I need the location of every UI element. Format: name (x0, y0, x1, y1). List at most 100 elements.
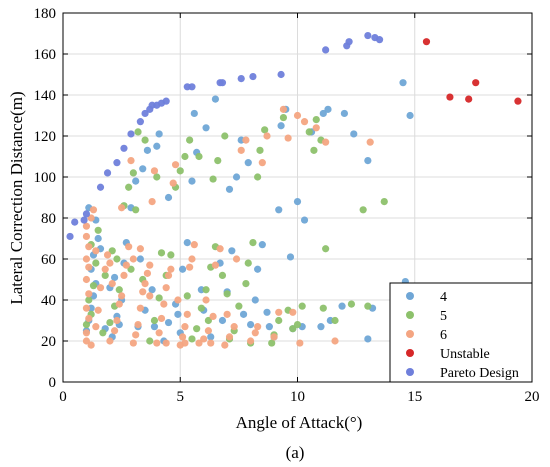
data-point (239, 310, 248, 318)
data-point (162, 97, 170, 105)
data-point (113, 159, 121, 167)
data-point (82, 275, 91, 284)
data-point (157, 249, 166, 257)
data-point (364, 157, 372, 165)
data-point (125, 183, 133, 191)
data-point (399, 79, 407, 87)
x-tick-label: 0 (59, 389, 67, 405)
data-point (82, 232, 91, 241)
data-point (247, 321, 255, 329)
y-tick-label: 60 (41, 252, 56, 268)
data-point (101, 265, 109, 273)
legend-label: 5 (440, 309, 447, 324)
data-point (153, 173, 161, 181)
data-point (183, 239, 191, 247)
data-point (96, 284, 105, 292)
data-point (223, 290, 231, 298)
data-point (232, 255, 241, 263)
data-point (340, 109, 348, 118)
data-point (169, 179, 177, 187)
data-point (350, 130, 358, 138)
y-tick-label: 40 (41, 293, 56, 309)
data-point (176, 167, 184, 175)
data-point (183, 292, 191, 300)
data-point (162, 339, 170, 347)
data-point (164, 193, 173, 202)
data-point (188, 335, 196, 343)
subfigure-label: (a) (286, 443, 305, 462)
data-point (143, 146, 152, 154)
x-axis-title: Angle of Attack(°) (236, 413, 363, 432)
y-tick-label: 120 (34, 129, 57, 145)
data-point (322, 138, 330, 146)
data-point (375, 36, 384, 44)
data-point (230, 323, 238, 331)
data-point (155, 329, 163, 337)
data-point (188, 255, 196, 263)
data-point (141, 136, 149, 144)
data-point (136, 245, 144, 253)
data-point (190, 241, 198, 249)
y-tick-label: 140 (34, 88, 57, 104)
data-point (319, 109, 327, 118)
data-point (364, 335, 372, 343)
data-point (209, 312, 217, 320)
legend-marker (406, 292, 414, 300)
data-point (155, 130, 163, 138)
x-tick-label: 15 (407, 389, 422, 405)
x-tick-label: 10 (290, 389, 305, 405)
y-tick-label: 100 (34, 170, 57, 186)
data-point (85, 290, 93, 298)
data-point (221, 132, 229, 140)
data-point (190, 109, 198, 118)
data-point (82, 210, 91, 218)
data-point (134, 321, 142, 329)
data-point (211, 95, 220, 103)
data-point (101, 271, 109, 279)
data-point (186, 263, 194, 271)
data-point (110, 327, 119, 335)
data-point (118, 292, 126, 300)
y-tick-label: 180 (34, 6, 57, 22)
data-point (279, 113, 288, 122)
data-point (209, 175, 217, 183)
data-point (258, 241, 266, 249)
data-point (296, 339, 304, 347)
data-point (247, 337, 255, 345)
data-point (82, 321, 91, 329)
data-point (85, 296, 93, 304)
data-point (228, 247, 236, 255)
data-point (188, 83, 196, 91)
data-point (237, 75, 245, 83)
data-point (82, 255, 91, 263)
data-point (270, 333, 278, 341)
data-point (293, 111, 302, 120)
data-point (146, 292, 154, 300)
data-point (164, 318, 173, 327)
legend: 4 5 6 Unstable Pareto Design (389, 282, 533, 383)
y-tick-label: 20 (41, 334, 56, 350)
data-point (275, 316, 283, 325)
legend-label: 4 (440, 290, 447, 305)
data-point (153, 142, 161, 150)
data-point (254, 265, 262, 273)
data-point (174, 296, 182, 304)
data-point (268, 339, 276, 347)
y-tick-label: 0 (49, 375, 57, 391)
data-points (66, 31, 522, 349)
data-point (129, 339, 137, 347)
data-point (129, 255, 137, 263)
series-group (422, 38, 522, 105)
data-point (242, 136, 250, 144)
y-axis-title: Lateral Correction Distance(m) (7, 91, 26, 304)
data-point (472, 79, 480, 87)
data-point (82, 329, 91, 337)
data-point (110, 273, 119, 282)
data-point (225, 185, 234, 193)
data-point (298, 302, 306, 310)
data-point (214, 157, 222, 165)
data-point (132, 206, 140, 214)
data-point (160, 300, 168, 308)
data-point (286, 253, 295, 261)
data-point (80, 216, 88, 224)
